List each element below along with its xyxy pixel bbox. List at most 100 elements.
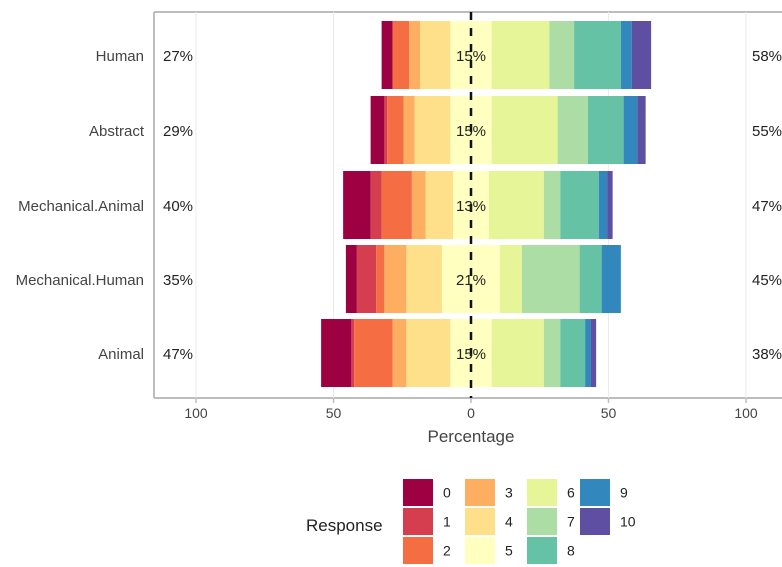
bar-segment-2-3 <box>411 171 426 239</box>
x-tick-label: 100 <box>734 405 758 421</box>
bar-segment-1-2 <box>387 96 404 164</box>
category-label: Human <box>96 48 144 65</box>
legend-label: 7 <box>567 514 575 530</box>
high-percent-label: 58% <box>752 48 782 65</box>
category-label: Abstract <box>89 123 145 140</box>
bar-segment-4-3 <box>392 319 407 387</box>
bar-segment-4-10 <box>590 319 597 387</box>
bar-segment-1-9 <box>623 96 638 164</box>
bar-segment-0-9 <box>620 21 632 89</box>
legend-swatch-2 <box>403 537 433 564</box>
category-label: Mechanical.Human <box>16 272 144 289</box>
legend-swatch-8 <box>527 537 557 564</box>
high-percent-label: 45% <box>752 272 782 289</box>
bar-row-1 <box>370 96 646 164</box>
legend-swatch-6 <box>527 479 557 506</box>
bar-segment-2-10 <box>607 171 613 239</box>
low-percent-label: 40% <box>163 198 193 215</box>
bar-segment-3-4 <box>406 245 443 313</box>
bar-segment-1-4 <box>414 96 451 164</box>
legend-label: 3 <box>505 485 513 501</box>
legend-swatch-5 <box>465 537 495 564</box>
bar-row-0 <box>381 21 652 89</box>
high-percent-label: 47% <box>752 198 782 215</box>
bar-segment-0-4 <box>420 21 451 89</box>
legend-swatch-0 <box>403 479 433 506</box>
bar-segment-2-6 <box>488 171 544 239</box>
legend-label: 5 <box>505 543 513 559</box>
legend-swatch-4 <box>465 508 495 535</box>
bar-segment-4-9 <box>585 319 591 387</box>
row-labels: Human Abstract Mechanical.Animal Mechanical… <box>16 48 145 363</box>
bar-segment-2-7 <box>543 171 561 239</box>
bar-segment-2-1 <box>370 171 382 239</box>
bar-row-2 <box>343 171 613 239</box>
bar-segment-3-1 <box>356 245 377 313</box>
bar-segment-2-9 <box>598 171 608 239</box>
legend-label: 10 <box>620 514 636 530</box>
bar-segment-0-3 <box>409 21 421 89</box>
bar-segment-3-6 <box>499 245 522 313</box>
legend-swatch-9 <box>580 479 610 506</box>
legend-swatch-10 <box>580 508 610 535</box>
bar-segment-2-8 <box>560 171 599 239</box>
legend-label: 8 <box>567 543 575 559</box>
neutral-percent-label: 15% <box>456 346 486 363</box>
bar-segment-0-7 <box>549 21 575 89</box>
high-percent-label: 55% <box>752 123 782 140</box>
legend-label: 2 <box>443 543 451 559</box>
bar-segment-3-2 <box>376 245 385 313</box>
bar-segment-4-6 <box>491 319 544 387</box>
bar-row-3 <box>345 245 621 313</box>
bar-segment-3-0 <box>345 245 357 313</box>
neutral-percent-label: 15% <box>456 123 486 140</box>
neutral-percent-label: 15% <box>456 48 486 65</box>
legend-label: 9 <box>620 485 628 501</box>
bar-segment-3-7 <box>521 245 580 313</box>
x-tick-label: 100 <box>184 405 208 421</box>
x-tick-label: 50 <box>326 405 342 421</box>
bar-segment-2-2 <box>381 171 412 239</box>
bar-segment-1-0 <box>370 96 385 164</box>
bar-segment-1-8 <box>587 96 624 164</box>
legend-label: 6 <box>567 485 575 501</box>
x-axis-title: Percentage <box>428 427 515 446</box>
legend-title: Response <box>306 516 383 535</box>
high-percent-label: 38% <box>752 346 782 363</box>
bar-segment-0-2 <box>392 21 410 89</box>
low-percent-label: 35% <box>163 272 193 289</box>
bar-segment-3-8 <box>579 245 602 313</box>
legend: Response 0 1 2 3 4 5 6 7 8 9 10 <box>306 479 636 564</box>
category-label: Animal <box>98 346 144 363</box>
bar-segment-4-1 <box>351 319 355 387</box>
legend-swatch-1 <box>403 508 433 535</box>
bar-segment-1-3 <box>403 96 415 164</box>
percent-labels: 27% 15% 58% 29% 15% 55% 40% 13% 47% 35% 21% 45% 47% 1… <box>163 48 782 363</box>
neutral-percent-label: 21% <box>456 272 486 289</box>
legend-label: 4 <box>505 514 513 530</box>
plot-frame <box>153 11 782 399</box>
bar-segment-0-10 <box>631 21 652 89</box>
x-tick-label: 50 <box>601 405 617 421</box>
low-percent-label: 47% <box>163 346 193 363</box>
legend-swatch-3 <box>465 479 495 506</box>
bar-segment-4-8 <box>560 319 586 387</box>
x-tick-label: 0 <box>467 405 475 421</box>
bar-segment-0-0 <box>381 21 393 89</box>
bar-segment-3-9 <box>601 245 621 313</box>
x-axis: 100 50 0 50 100 <box>184 398 758 421</box>
bar-segment-4-2 <box>354 319 393 387</box>
bar-segment-3-3 <box>384 245 407 313</box>
legend-label: 1 <box>443 514 451 530</box>
bar-segment-0-6 <box>491 21 550 89</box>
bar-segment-2-0 <box>343 171 371 239</box>
bar-segment-0-8 <box>574 21 621 89</box>
category-label: Mechanical.Animal <box>18 198 144 215</box>
low-percent-label: 29% <box>163 123 193 140</box>
legend-label: 0 <box>443 485 451 501</box>
bar-segment-2-4 <box>425 171 454 239</box>
bar-segment-1-7 <box>557 96 588 164</box>
bar-segment-4-4 <box>406 319 451 387</box>
legend-swatch-7 <box>527 508 557 535</box>
